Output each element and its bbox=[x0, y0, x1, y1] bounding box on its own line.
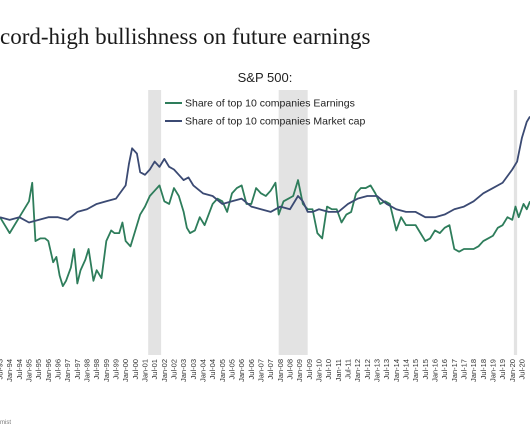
x-tick-label: Jul-08 bbox=[285, 359, 294, 379]
x-tick-label: Jan-96 bbox=[44, 359, 53, 382]
x-tick-label: Jan-95 bbox=[25, 359, 34, 382]
recession-band-1 bbox=[148, 90, 162, 355]
x-tick-label: Jan-06 bbox=[237, 359, 246, 382]
chart-title: cord-high bullishness on future earnings bbox=[0, 24, 371, 49]
x-tick-label: Jul-94 bbox=[15, 359, 24, 379]
x-tick-label: Jan-18 bbox=[469, 359, 478, 382]
x-tick-label: Jan-99 bbox=[102, 359, 111, 382]
x-tick-label: Jan-17 bbox=[450, 359, 459, 382]
x-tick-label: Jan-11 bbox=[334, 359, 343, 381]
x-tick-label: Jan-20 bbox=[508, 359, 517, 382]
x-tick-label: Jan-16 bbox=[430, 359, 439, 382]
x-tick-label: Jul-10 bbox=[324, 359, 333, 379]
x-tick-label: Jan-00 bbox=[121, 359, 130, 382]
x-tick-label: Jan-07 bbox=[256, 359, 265, 382]
legend-label-2: Share of top 10 companies Market cap bbox=[185, 116, 366, 128]
x-tick-label: Jan-15 bbox=[411, 359, 420, 382]
series-line-2 bbox=[0, 116, 530, 224]
x-tick-label: Jul-05 bbox=[227, 359, 236, 379]
x-tick-label: Jul-11 bbox=[343, 359, 352, 379]
x-tick-label: Jul-99 bbox=[111, 359, 120, 379]
x-tick-label: Jan-04 bbox=[198, 359, 207, 382]
x-tick-label: Jul-93 bbox=[0, 359, 5, 379]
recession-bands bbox=[148, 90, 518, 355]
x-tick-label: Jul-17 bbox=[459, 359, 468, 379]
x-tick-label: Jul-16 bbox=[440, 359, 449, 379]
x-tick-label: Jul-09 bbox=[305, 359, 314, 379]
x-tick-label: Jan-09 bbox=[295, 359, 304, 382]
x-tick-label: Jul-98 bbox=[92, 359, 101, 379]
x-tick-label: Jul-95 bbox=[34, 359, 43, 379]
series-line-1 bbox=[0, 179, 530, 287]
x-tick-label: Jan-02 bbox=[160, 359, 169, 382]
x-axis-ticks: Jul-93 Jan-94 Jul-94 Jan-95 Jul-95 Jan-96 Jul-… bbox=[0, 359, 526, 382]
x-tick-label: Jul-04 bbox=[208, 359, 217, 379]
x-tick-label: Jul-20 bbox=[517, 359, 526, 379]
x-tick-label: Jan-10 bbox=[314, 359, 323, 382]
x-tick-label: Jan-01 bbox=[140, 359, 149, 382]
x-tick-label: Jul-19 bbox=[498, 359, 507, 379]
x-tick-label: Jan-14 bbox=[392, 359, 401, 382]
x-tick-label: Jul-03 bbox=[189, 359, 198, 379]
x-tick-label: Jul-12 bbox=[363, 359, 372, 379]
x-tick-label: Jul-13 bbox=[382, 359, 391, 379]
x-tick-label: Jan-13 bbox=[372, 359, 381, 382]
recession-band-3 bbox=[513, 90, 518, 355]
x-tick-label: Jan-05 bbox=[218, 359, 227, 382]
recession-band-2 bbox=[278, 90, 308, 355]
x-tick-label: Jan-12 bbox=[353, 359, 362, 382]
x-tick-label: Jul-18 bbox=[479, 359, 488, 379]
source-note: mist bbox=[0, 420, 11, 426]
chart-subtitle: S&P 500: bbox=[237, 70, 293, 85]
x-tick-label: Jan-98 bbox=[82, 359, 91, 382]
x-tick-label: Jul-00 bbox=[131, 359, 140, 379]
x-tick-label: Jul-97 bbox=[73, 359, 82, 379]
x-tick-label: Jul-02 bbox=[169, 359, 178, 379]
legend-label-1: Share of top 10 companies Earnings bbox=[185, 98, 355, 110]
x-tick-label: Jan-08 bbox=[276, 359, 285, 382]
x-tick-label: Jul-06 bbox=[247, 359, 256, 379]
x-tick-label: Jul-14 bbox=[401, 359, 410, 379]
x-tick-label: Jul-01 bbox=[150, 359, 159, 379]
x-tick-label: Jul-96 bbox=[53, 359, 62, 379]
x-tick-label: Jan-03 bbox=[179, 359, 188, 382]
series-lines bbox=[0, 116, 530, 287]
x-tick-label: Jan-97 bbox=[63, 359, 72, 382]
legend: Share of top 10 companies Earnings Share … bbox=[165, 98, 366, 128]
x-tick-label: Jan-94 bbox=[5, 359, 14, 382]
x-tick-label: Jan-19 bbox=[488, 359, 497, 382]
x-tick-label: Jul-15 bbox=[421, 359, 430, 379]
x-tick-label: Jul-07 bbox=[266, 359, 275, 379]
